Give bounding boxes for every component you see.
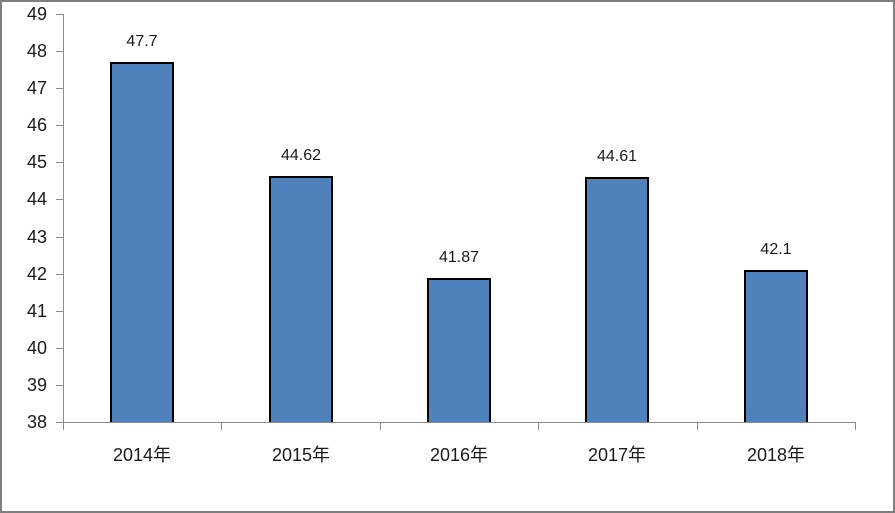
y-axis-tick-label: 49	[26, 4, 47, 24]
y-axis-tick-mark	[56, 88, 63, 89]
x-axis-category-label: 2016年	[429, 445, 489, 465]
y-axis-tick-label: 38	[26, 412, 47, 432]
bar-2015年	[269, 176, 333, 422]
y-axis-tick-label: 41	[26, 301, 47, 321]
y-axis-tick-label: 45	[26, 152, 47, 172]
bar-2018年	[744, 270, 808, 422]
x-axis-tick-mark	[538, 422, 539, 430]
y-axis-tick-mark	[56, 274, 63, 275]
y-axis-tick-label: 47	[26, 78, 47, 98]
y-axis-tick-mark	[56, 311, 63, 312]
y-axis-tick-mark	[56, 422, 63, 423]
y-axis-tick-label: 48	[26, 41, 47, 61]
y-axis-tick-mark	[56, 237, 63, 238]
x-axis-tick-mark	[380, 422, 381, 430]
bar-value-label: 42.1	[760, 241, 792, 258]
y-axis-tick-label: 40	[26, 338, 47, 358]
bar-2017年	[585, 177, 649, 422]
y-axis-line	[63, 14, 64, 423]
y-axis-tick-label: 46	[26, 115, 47, 135]
bar-2014年	[110, 62, 174, 422]
y-axis-tick-mark	[56, 14, 63, 15]
bar-value-label: 44.61	[596, 148, 638, 165]
y-axis-tick-label: 43	[26, 227, 47, 247]
x-axis-category-label: 2015年	[271, 445, 331, 465]
bar-value-label: 47.7	[126, 33, 158, 50]
y-axis-tick-label: 44	[26, 189, 47, 209]
x-axis-tick-mark	[63, 422, 64, 430]
y-axis-tick-label: 39	[26, 375, 47, 395]
x-axis-tick-mark	[855, 422, 856, 430]
y-axis-tick-label: 42	[26, 264, 47, 284]
bar-value-label: 41.87	[438, 249, 480, 266]
bar-2016年	[427, 278, 491, 422]
x-axis-category-label: 2014年	[112, 445, 172, 465]
x-axis-category-label: 2017年	[587, 445, 647, 465]
y-axis-tick-mark	[56, 348, 63, 349]
bar-value-label: 44.62	[280, 147, 322, 164]
x-axis-tick-mark	[221, 422, 222, 430]
x-axis-tick-mark	[697, 422, 698, 430]
x-axis-category-label: 2018年	[746, 445, 806, 465]
y-axis-tick-mark	[56, 125, 63, 126]
y-axis-tick-mark	[56, 162, 63, 163]
x-axis-line	[63, 422, 856, 423]
y-axis-tick-mark	[56, 51, 63, 52]
y-axis-tick-mark	[56, 199, 63, 200]
y-axis-tick-mark	[56, 385, 63, 386]
